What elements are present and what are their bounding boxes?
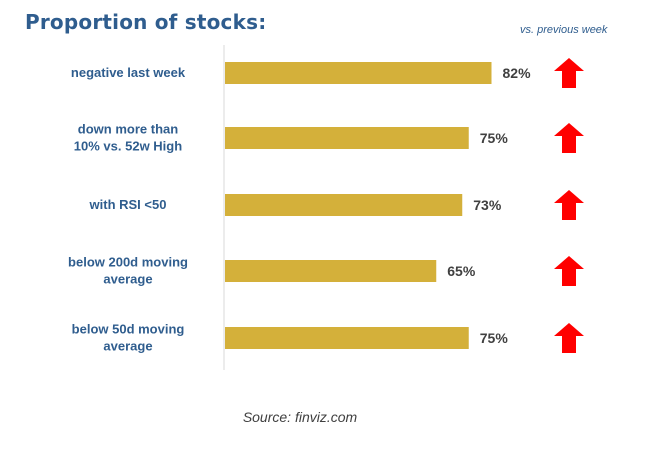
value-label-1: 82%	[503, 65, 532, 81]
value-label-5: 75%	[480, 330, 509, 346]
value-label-2: 75%	[480, 130, 509, 146]
value-label-3: 73%	[473, 197, 502, 213]
value-label-4: 65%	[447, 263, 476, 279]
category-label-3: with RSI <50	[89, 197, 167, 212]
category-label-2: down more than 10% vs. 52w High	[74, 122, 182, 154]
up-arrow-icon	[554, 123, 584, 153]
up-arrow-icon	[554, 58, 584, 88]
up-arrow-icon	[554, 323, 584, 353]
bar-4	[225, 260, 437, 282]
bar-5	[225, 327, 469, 349]
up-arrow-icon	[554, 256, 584, 286]
category-label-5: below 50d moving average	[72, 322, 185, 354]
category-label-1: negative last week	[71, 65, 186, 80]
bar-2	[225, 127, 469, 149]
category-label-4: below 200d moving average	[68, 255, 188, 287]
source-note: Source: finviz.com	[242, 409, 358, 425]
change-column-header: vs. previous week	[520, 24, 608, 36]
bar-3	[225, 194, 463, 216]
bar-1	[225, 62, 492, 84]
up-arrow-icon	[554, 190, 584, 220]
chart-title: Proportion of stocks:	[25, 10, 267, 34]
